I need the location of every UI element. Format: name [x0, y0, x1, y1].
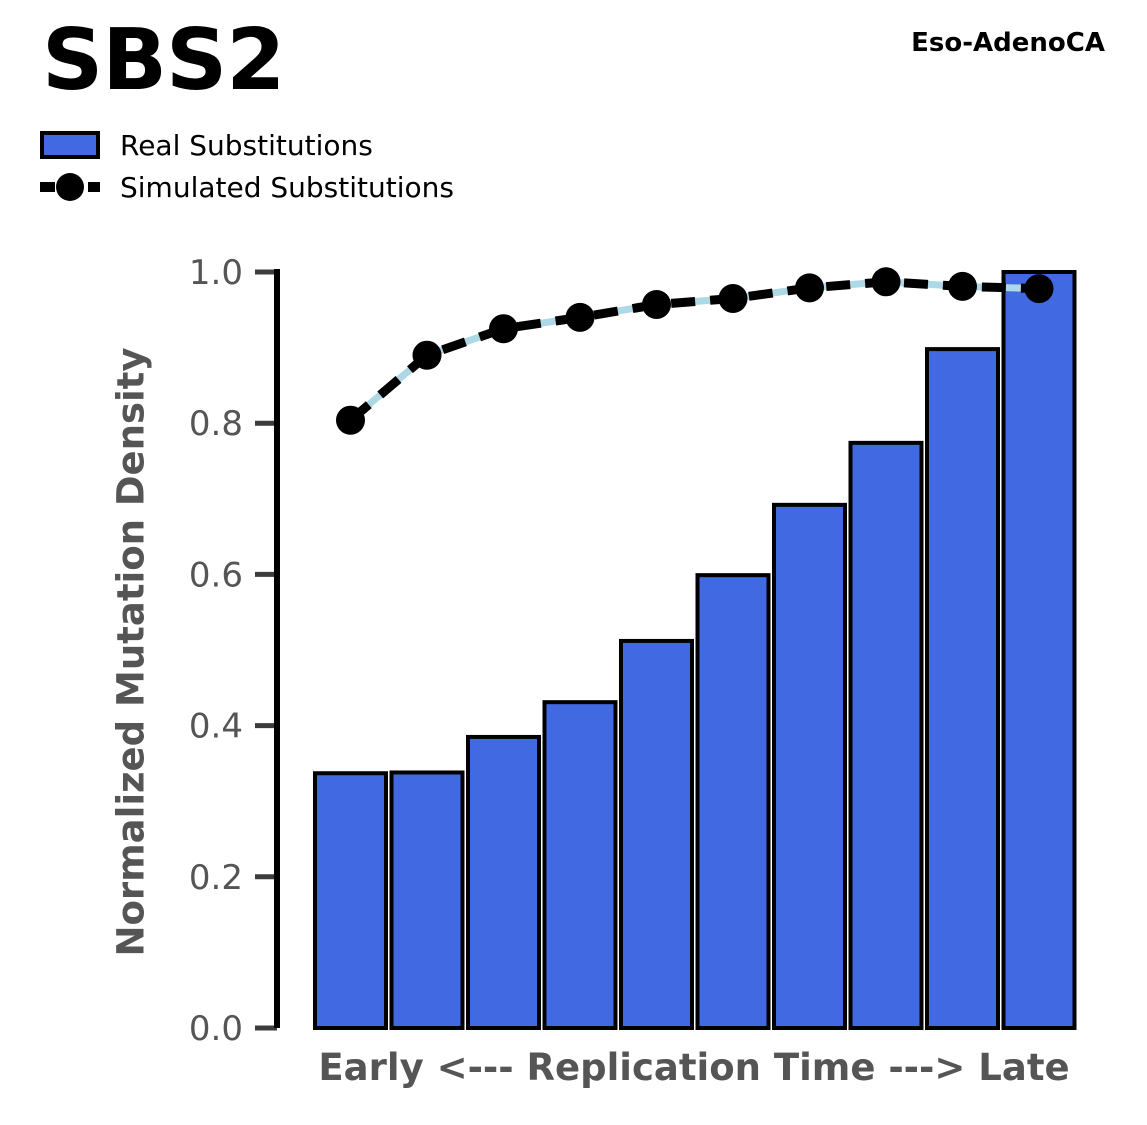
- simulated-marker: [642, 290, 671, 319]
- legend: Real Substitutions Simulated Substitutio…: [40, 128, 454, 214]
- dashed-line-marker-icon: [40, 173, 100, 201]
- bar-real-substitutions: [466, 734, 541, 1030]
- bar-real-substitutions: [772, 502, 847, 1030]
- bar-real-substitutions: [619, 638, 694, 1030]
- simulated-marker: [565, 302, 595, 332]
- simulated-marker: [336, 405, 365, 435]
- simulated-marker: [795, 273, 824, 303]
- y-tick-label: 0.8: [189, 404, 243, 444]
- simulated-marker: [489, 314, 518, 344]
- simulated-marker: [948, 271, 977, 301]
- y-tick-label: 0.6: [189, 555, 243, 595]
- bar-real-substitutions: [695, 573, 771, 1030]
- y-axis-title: Normalized Mutation Density: [109, 347, 153, 957]
- y-tick-label: 0.0: [189, 1009, 243, 1049]
- bar-real-substitutions: [848, 440, 924, 1030]
- legend-item-real: Real Substitutions: [40, 128, 454, 162]
- simulated-marker: [871, 267, 901, 297]
- simulated-line: [347, 277, 1040, 424]
- simulated-marker: [412, 340, 442, 370]
- x-axis-title: Early <--- Replication Time ---> Late: [318, 1046, 1070, 1089]
- simulated-marker: [718, 284, 748, 313]
- bar-real-substitutions: [313, 771, 388, 1031]
- bar-real-substitutions: [542, 700, 618, 1030]
- cohort-label: Eso-AdenoCA: [911, 28, 1105, 58]
- chart-title: SBS2: [42, 11, 285, 110]
- y-tick-label: 0.2: [189, 858, 243, 898]
- simulated-marker: [1024, 274, 1054, 304]
- legend-item-simulated: Simulated Substitutions: [40, 170, 454, 204]
- bar-real-substitutions: [389, 770, 465, 1030]
- bar-real-substitutions: [1001, 270, 1077, 1030]
- y-tick-label: 1.0: [189, 253, 243, 293]
- legend-label-simulated: Simulated Substitutions: [120, 170, 454, 204]
- y-tick-label: 0.4: [189, 707, 243, 747]
- bar-swatch-icon: [40, 131, 100, 159]
- bar-real-substitutions: [925, 347, 1000, 1030]
- legend-label-real: Real Substitutions: [120, 128, 373, 162]
